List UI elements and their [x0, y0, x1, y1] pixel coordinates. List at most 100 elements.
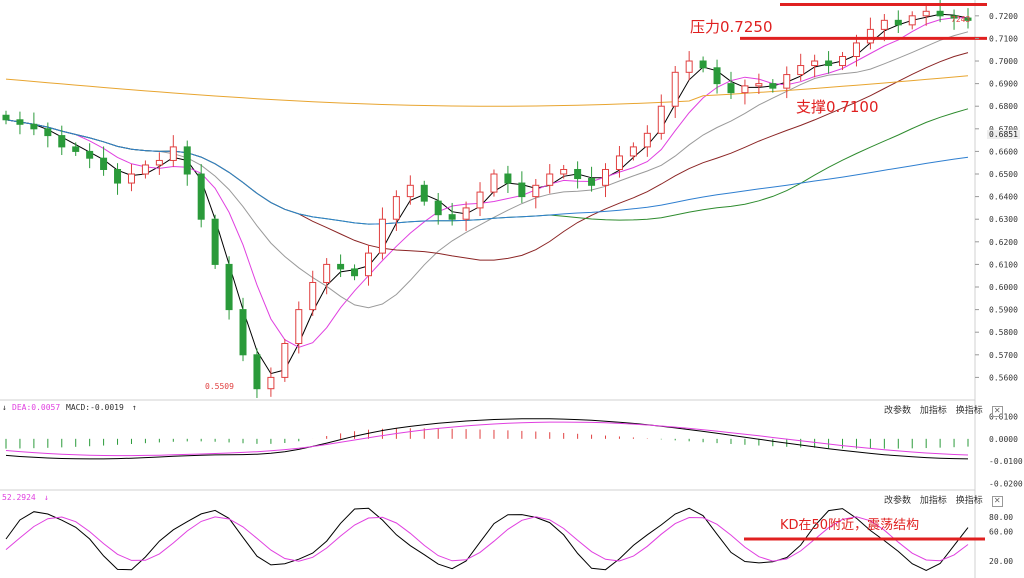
candle-body	[950, 15, 958, 19]
kd-tick-label: 60.00	[989, 528, 1013, 537]
candle-body	[127, 173, 135, 184]
candle-body	[783, 74, 791, 89]
moving-average-lines	[5, 13, 969, 375]
candle-body	[839, 55, 847, 67]
kd-tick-label: 20.00	[989, 557, 1013, 566]
candle-body	[476, 191, 484, 209]
candle-body	[518, 182, 526, 198]
candle-body	[86, 150, 94, 159]
kd-params-button[interactable]: 改参数	[884, 496, 912, 506]
annotation-levels	[740, 3, 987, 40]
ma500-line	[5, 75, 969, 107]
candle-body	[183, 146, 191, 175]
macd-add-button[interactable]: 加指标	[919, 406, 947, 416]
macd-value-label: MACD:-0.0019	[66, 403, 124, 412]
price-axis: 0.7200 0.7100 0.7000 0.6900 0.6800 0.6700 0.66…	[975, 12, 1018, 382]
kd-value-label: 52.2924	[2, 493, 36, 502]
candle-body	[44, 128, 52, 137]
support-label: 支撑0.7100	[796, 98, 879, 116]
ma20-line	[5, 31, 969, 309]
price-tick-label: 0.6900	[989, 80, 1018, 89]
candle-body	[100, 157, 108, 170]
price-tick-label: 0.6200	[989, 238, 1018, 247]
price-tick-label: 0.6000	[989, 283, 1018, 292]
macd-dea-label: DEA:0.0057	[12, 403, 61, 412]
price-tick-label: 0.6500	[989, 170, 1018, 179]
price-tick-label: 0.6600	[989, 147, 1018, 156]
candle-body	[894, 19, 902, 26]
candle-body	[351, 268, 359, 277]
ma5-line	[5, 13, 969, 375]
candle-body	[197, 173, 205, 220]
candle-body	[309, 281, 317, 311]
candle-body	[211, 218, 219, 265]
resistance-label: 压力0.7250	[690, 18, 773, 36]
kd-k-line	[5, 507, 969, 571]
candle-body	[769, 83, 777, 89]
candle-body	[643, 132, 651, 148]
candle-body	[225, 263, 233, 311]
candle-body	[114, 168, 122, 184]
candle-body	[922, 10, 930, 17]
kd-down-arrow-icon: ↓	[44, 493, 49, 502]
candle-body	[406, 184, 414, 198]
macd-dea-line	[5, 421, 969, 457]
candle-body	[866, 28, 874, 44]
price-tick-label: 0.7000	[989, 57, 1018, 66]
candle-body	[155, 159, 163, 166]
candle-body	[588, 178, 596, 186]
price-tick-label: 0.5600	[989, 373, 1018, 382]
candle-body	[699, 60, 707, 69]
price-tick-label: 0.5700	[989, 351, 1018, 360]
candle-body	[811, 60, 819, 67]
candle-body	[825, 60, 833, 67]
kd-swap-button[interactable]: 换指标	[955, 496, 983, 506]
macd-tick-label: 0.0000	[989, 435, 1018, 444]
macd-params-button[interactable]: 改参数	[884, 406, 912, 416]
price-tick-label: 0.6700	[989, 125, 1018, 134]
candle-body	[434, 200, 442, 216]
kd-close-icon[interactable]: ✕	[991, 496, 1003, 507]
current-price-tag: 0.6851	[987, 130, 1020, 139]
high-price-label: 7243	[951, 15, 971, 24]
macd-toolbar: 改参数 加指标 换指标 ✕	[884, 403, 1009, 417]
candle-body	[378, 218, 386, 254]
candle-body	[964, 17, 972, 21]
candle-body	[797, 65, 805, 76]
candle-body	[657, 105, 665, 134]
candle-body	[253, 354, 261, 390]
candle-body	[546, 173, 554, 186]
kd-add-button[interactable]: 加指标	[919, 496, 947, 506]
candle-body	[141, 164, 149, 175]
candle-body	[239, 309, 247, 356]
price-tick-label: 0.7200	[989, 12, 1018, 21]
candle-body	[16, 119, 24, 125]
candle-body	[629, 146, 637, 157]
candle-body	[281, 343, 289, 378]
candle-body	[392, 196, 400, 220]
candle-body	[323, 263, 331, 283]
candle-body	[685, 60, 693, 73]
price-tick-label: 0.6100	[989, 260, 1018, 269]
candle-body	[448, 214, 456, 220]
candle-body	[560, 168, 568, 175]
kd-panel: 80.00 60.00 20.00	[5, 507, 1013, 571]
grid-lines	[0, 0, 976, 578]
candle-body	[420, 184, 428, 202]
macd-tick-label: -0.0200	[989, 480, 1023, 489]
macd-close-icon[interactable]: ✕	[991, 406, 1003, 417]
ma10-line	[5, 17, 968, 348]
kd-annotation: KD在50附近，震荡结构	[780, 518, 920, 533]
candle-body	[574, 168, 582, 180]
macd-swap-button[interactable]: 换指标	[955, 406, 983, 416]
kd-tick-label: 80.00	[989, 513, 1013, 522]
price-tick-label: 0.7100	[989, 34, 1018, 43]
kd-d-line	[5, 516, 969, 562]
macd-up-arrow-icon: ↑	[132, 403, 137, 412]
ma120-line	[5, 108, 969, 225]
candle-body	[462, 207, 470, 220]
candle-body	[490, 173, 498, 193]
candle-body	[852, 42, 860, 57]
candle-body	[504, 173, 512, 184]
